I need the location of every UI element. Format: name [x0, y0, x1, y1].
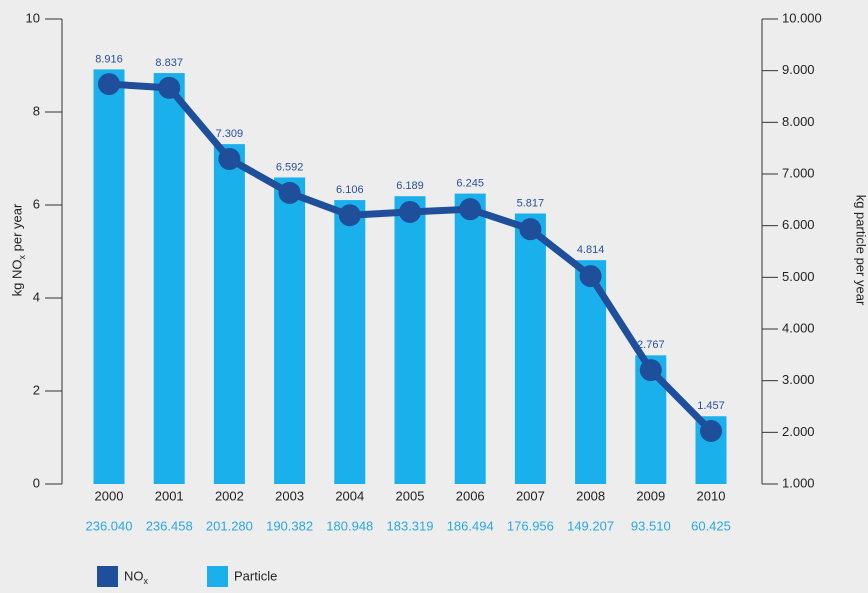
- bar: [93, 69, 125, 484]
- y2-tick-label: 7.000: [782, 165, 815, 180]
- x-tick-label: 2005: [396, 488, 425, 503]
- y2-tick-label: 5.000: [782, 269, 815, 284]
- bar: [213, 144, 245, 484]
- secondary-label: 180.948: [326, 518, 373, 533]
- bar-label: 6.245: [456, 178, 484, 190]
- line-point: [639, 359, 662, 382]
- legend-swatch: [97, 566, 118, 587]
- bar: [274, 177, 306, 485]
- line-point: [579, 265, 602, 288]
- secondary-label: 186.494: [447, 518, 494, 533]
- y2-tick-label: 8.000: [782, 114, 815, 129]
- y-tick-label: 2: [33, 382, 40, 397]
- bar-label: 4.814: [577, 244, 605, 256]
- y-tick-label: 0: [33, 475, 40, 490]
- x-tick-label: 2010: [697, 488, 726, 503]
- secondary-label: 236.040: [86, 518, 133, 533]
- line-point: [158, 76, 181, 99]
- secondary-label: 60.425: [691, 518, 731, 533]
- bar: [394, 196, 426, 485]
- bar: [334, 200, 366, 485]
- bar-label: 5.817: [517, 197, 545, 209]
- secondary-label: 93.510: [631, 518, 671, 533]
- x-tick-label: 2008: [576, 488, 605, 503]
- secondary-label: 176.956: [507, 518, 554, 533]
- x-tick-label: 2004: [335, 488, 364, 503]
- y2-tick-label: 9.000: [782, 62, 815, 77]
- x-tick-label: 2000: [95, 488, 124, 503]
- bar-label: 1.457: [697, 400, 725, 412]
- bar-label: 8.837: [155, 57, 183, 69]
- bar-label: 2.767: [637, 339, 665, 351]
- y2-tick-label: 10.000: [782, 10, 822, 25]
- y2-tick-label: 6.000: [782, 217, 815, 232]
- secondary-label: 190.382: [266, 518, 313, 533]
- y2-axis-label: kg particle per year: [854, 195, 868, 306]
- line-point: [278, 181, 301, 204]
- line-point: [338, 204, 361, 227]
- y2-tick-label: 4.000: [782, 320, 815, 335]
- line-point: [459, 198, 482, 221]
- legend-label: Particle: [234, 568, 277, 583]
- bar-label: 7.309: [216, 128, 244, 140]
- line-point: [519, 218, 542, 241]
- y2-tick-label: 3.000: [782, 372, 815, 387]
- line-point: [98, 73, 120, 96]
- bar-label: 6.106: [336, 184, 364, 196]
- bar: [153, 73, 185, 484]
- y-tick-label: 8: [33, 103, 40, 118]
- legend-swatch: [207, 566, 228, 587]
- x-tick-label: 2001: [155, 488, 184, 503]
- y-tick-label: 10: [26, 10, 40, 25]
- line-point: [700, 419, 722, 442]
- x-tick-label: 2007: [516, 488, 545, 503]
- y2-tick-label: 1.000: [782, 475, 815, 490]
- legend-label: NOx: [124, 568, 149, 586]
- x-tick-label: 2006: [456, 488, 485, 503]
- y-tick-label: 4: [33, 289, 40, 304]
- bar-label: 6.189: [396, 180, 424, 192]
- bar: [454, 193, 486, 485]
- x-tick-label: 2003: [275, 488, 304, 503]
- bar: [514, 213, 546, 484]
- line-point: [399, 200, 421, 223]
- x-tick-label: 2009: [636, 488, 665, 503]
- line-point: [218, 147, 241, 170]
- x-tick-label: 2002: [215, 488, 244, 503]
- secondary-label: 183.319: [387, 518, 434, 533]
- secondary-label: 149.207: [567, 518, 614, 533]
- y2-tick-label: 2.000: [782, 424, 815, 439]
- y-tick-label: 6: [33, 196, 40, 211]
- secondary-label: 201.280: [206, 518, 253, 533]
- secondary-label: 236.458: [146, 518, 193, 533]
- bar-label: 8.916: [95, 53, 123, 65]
- y-axis-label: kg NOx per year: [9, 203, 27, 296]
- bar-label: 6.592: [276, 161, 304, 173]
